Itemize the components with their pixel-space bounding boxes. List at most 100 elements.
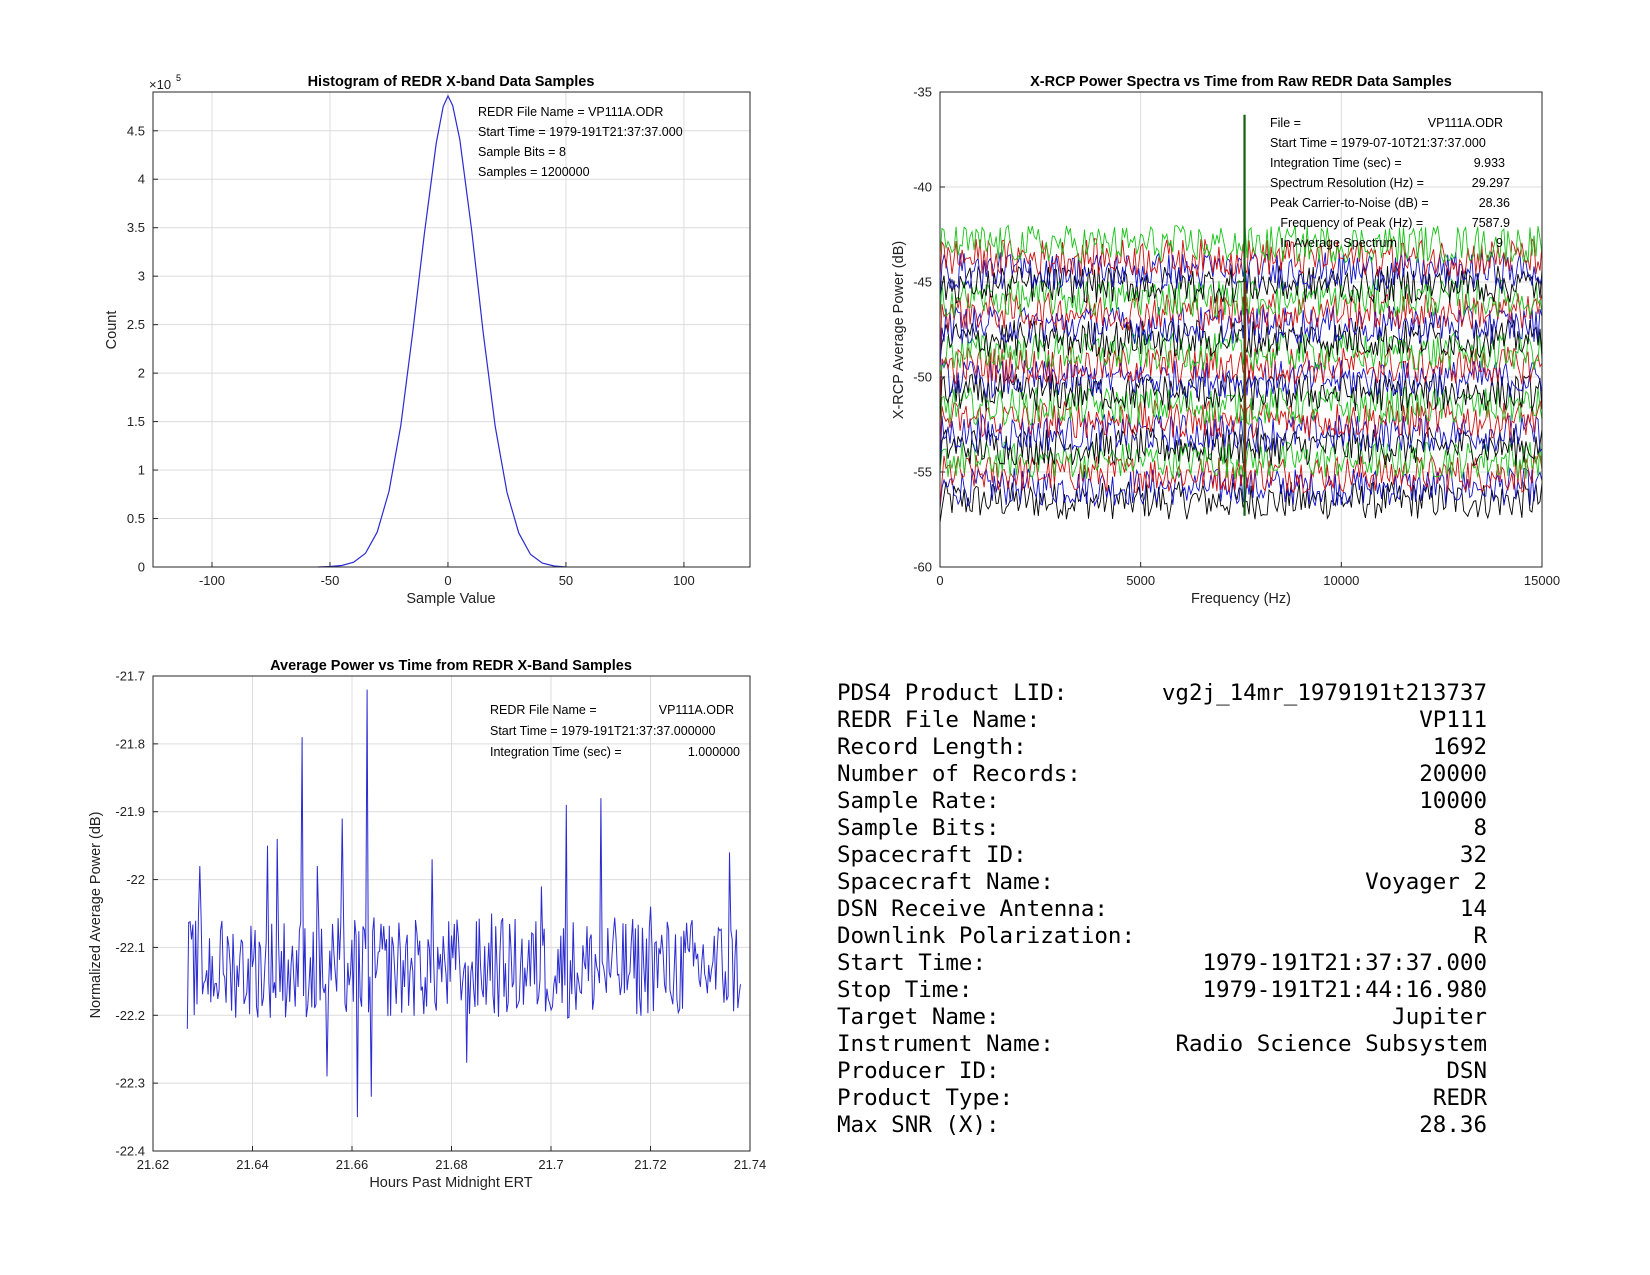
info-label: Instrument Name:	[837, 1031, 1054, 1057]
power-x-tick-label: 21.64	[236, 1157, 269, 1172]
info-label: PDS4 Product LID:	[837, 680, 1068, 706]
spectra-title: X-RCP Power Spectra vs Time from Raw RED…	[1030, 74, 1452, 90]
info-value: 32	[1459, 842, 1487, 868]
info-label: Producer ID:	[837, 1058, 1000, 1084]
histogram-y-tick-label: 2	[138, 366, 145, 381]
histogram-y-label: Count	[104, 311, 120, 350]
info-value: Voyager 2	[1365, 869, 1487, 895]
power-x-tick-label: 21.68	[435, 1157, 468, 1172]
spectra-y-label: X-RCP Average Power (dB)	[891, 241, 907, 419]
histogram-y-tick-label: 3	[138, 269, 145, 284]
power-x-tick-label: 21.74	[734, 1157, 767, 1172]
histogram-x-label: Sample Value	[406, 591, 495, 607]
info-label: Product Type:	[837, 1085, 1014, 1111]
power-x-tick-label: 21.72	[634, 1157, 667, 1172]
info-label: Downlink Polarization:	[837, 923, 1136, 949]
info-label: Max SNR (X):	[837, 1112, 1000, 1138]
spectra-x-tick-label: 10000	[1323, 573, 1359, 588]
info-row: Record Length: 1692	[837, 734, 1487, 761]
power-y-tick-label: -21.8	[115, 736, 145, 751]
spectrum-series-line	[939, 224, 1543, 265]
product-info-table: PDS4 Product LID: vg2j_14mr_1979191t21373…	[837, 680, 1487, 1139]
power-annotation-label: REDR File Name =	[490, 703, 597, 717]
histogram-annotation-line: Sample Bits = 8	[478, 145, 566, 159]
info-value: vg2j_14mr_1979191t213737	[1161, 680, 1487, 706]
histogram-y-tick-label: 4	[138, 172, 145, 187]
spectra-x-tick-label: 5000	[1126, 573, 1155, 588]
info-value: 20000	[1419, 761, 1487, 787]
info-value: 28.36	[1419, 1112, 1487, 1138]
info-label: Stop Time:	[837, 977, 973, 1003]
info-value: 1979-191T21:44:16.980	[1202, 977, 1487, 1003]
info-value: 8	[1473, 815, 1487, 841]
info-label: REDR File Name:	[837, 707, 1041, 733]
info-value: REDR	[1432, 1085, 1487, 1111]
info-label: Target Name:	[837, 1004, 1000, 1030]
spectrum-series-line	[939, 277, 1543, 319]
info-value: DSN	[1446, 1058, 1487, 1084]
spectra-annotation-label: File =	[1270, 116, 1301, 130]
info-row: Producer ID: DSN	[837, 1058, 1487, 1085]
info-label: Sample Bits:	[837, 815, 1000, 841]
power-y-tick-label: -22.4	[115, 1144, 145, 1159]
spectra-annotation: File = VP111A.ODR Start Time = 1979-07-1…	[1270, 116, 1510, 250]
spectra-annotation-value: 29.297	[1472, 176, 1510, 190]
info-label: Number of Records:	[837, 761, 1081, 787]
histogram-x-tick-label: 0	[444, 573, 451, 588]
spectrum-series-line	[939, 344, 1543, 410]
info-row: Spacecraft ID: 32	[837, 842, 1487, 869]
info-row: Stop Time: 1979-191T21:44:16.980	[837, 977, 1487, 1004]
histogram-curve	[318, 94, 566, 568]
info-value: 1979-191T21:37:37.000	[1202, 950, 1487, 976]
info-label: Start Time:	[837, 950, 987, 976]
info-row: PDS4 Product LID: vg2j_14mr_1979191t21373…	[837, 680, 1487, 707]
histogram-annotation-line: Start Time = 1979-191T21:37:37.000	[478, 125, 683, 139]
info-value: Jupiter	[1392, 1004, 1487, 1030]
power-y-tick-label: -22.3	[115, 1076, 145, 1091]
histogram-exponent-base: ×10	[149, 77, 171, 92]
info-value: Radio Science Subsystem	[1175, 1031, 1487, 1057]
histogram-title: Histogram of REDR X-band Data Samples	[308, 74, 595, 90]
power-y-tick-label: -21.9	[115, 804, 145, 819]
histogram-y-tick-label: 1.5	[127, 414, 145, 429]
info-row: Start Time: 1979-191T21:37:37.000	[837, 950, 1487, 977]
histogram-axes-box	[152, 91, 751, 568]
info-value: 14	[1459, 896, 1487, 922]
info-label: Sample Rate:	[837, 788, 1000, 814]
info-row: DSN Receive Antenna: 14	[837, 896, 1487, 923]
spectra-x-tick-label: 0	[936, 573, 943, 588]
spectrum-series-line	[939, 398, 1543, 447]
spectra-y-tick-label: -55	[913, 465, 932, 480]
spectra-annotation-label: Integration Time (sec) =	[1270, 156, 1402, 170]
info-row: Target Name: Jupiter	[837, 1004, 1487, 1031]
info-row: Sample Bits: 8	[837, 815, 1487, 842]
power-x-tick-label: 21.62	[137, 1157, 170, 1172]
info-row: Spacecraft Name: Voyager 2	[837, 869, 1487, 896]
histogram-y-tick-label: 1	[138, 463, 145, 478]
info-row: Product Type: REDR	[837, 1085, 1487, 1112]
power-y-label: Normalized Average Power (dB)	[88, 812, 104, 1019]
power-y-tick-label: -21.7	[115, 669, 145, 684]
histogram-x-tick-label: 50	[559, 573, 573, 588]
histogram-panel: -100 -50 0 50 100 0 0.5 1 1.5 2 2.5 3 3.5 4 4.5 Histog…	[104, 73, 751, 607]
spectra-y-tick-label: -35	[913, 85, 932, 100]
histogram-y-tick-label: 2.5	[127, 317, 145, 332]
power-annotation: REDR File Name = VP111A.ODR Start Time =…	[490, 703, 740, 759]
histogram-annotation-line: Samples = 1200000	[478, 165, 590, 179]
histogram-annotation: REDR File Name = VP111A.ODR Start Time =…	[478, 105, 683, 179]
histogram-y-tick-label: 3.5	[127, 220, 145, 235]
spectra-x-tick-label: 15000	[1524, 573, 1560, 588]
spectra-y-tick-label: -60	[913, 560, 932, 575]
spectrum-series-line	[939, 318, 1543, 361]
spectrum-series-line	[939, 291, 1543, 359]
info-value: 1692	[1432, 734, 1487, 760]
info-row: Number of Records: 20000	[837, 761, 1487, 788]
power-annotation-label: Integration Time (sec) =	[490, 745, 622, 759]
spectra-y-tick-label: -40	[913, 180, 932, 195]
spectra-annotation-value: VP111A.ODR	[1428, 116, 1503, 130]
spectra-annotation-label: In Average Spectrum	[1270, 236, 1397, 250]
histogram-y-tick-label: 0.5	[127, 511, 145, 526]
histogram-y-tick-label: 4.5	[127, 123, 145, 138]
power-title: Average Power vs Time from REDR X-Band S…	[270, 658, 632, 674]
